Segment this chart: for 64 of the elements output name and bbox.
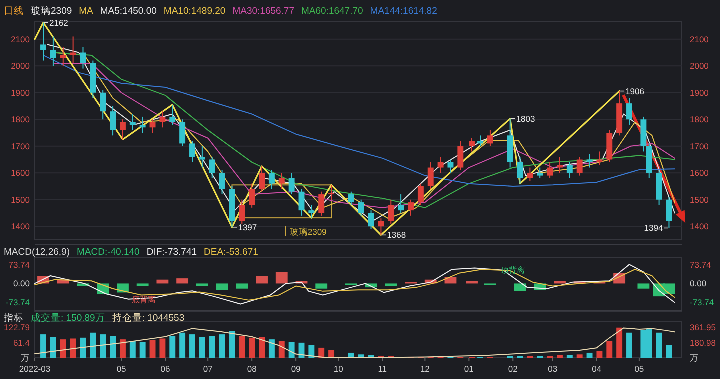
annotation: 玻璃2309: [290, 227, 328, 238]
y-tick-label: -73.74: [6, 298, 30, 308]
y-tick-label: 1800: [11, 114, 30, 125]
chart-title: MACD(12,26,9): [4, 247, 70, 258]
x-tick-label: 02: [508, 364, 518, 374]
y2-tick-label: 361.95: [690, 322, 716, 333]
x-tick-label: 05: [634, 364, 644, 374]
text: MACD:-40.140: [77, 247, 140, 258]
x-tick-label: 11: [378, 364, 388, 374]
y2-tick-label: 2100: [690, 34, 710, 44]
y2-tick-label: 1800: [690, 114, 710, 125]
text: DIF:-73.741: [146, 247, 198, 258]
x-tick-label: 06: [160, 364, 171, 374]
chart-subtitle: 玻璃2309: [31, 5, 72, 17]
y2-tick-label: 1700: [690, 141, 710, 152]
x-tick-label: 01: [464, 364, 474, 374]
y-tick-label: 1600: [11, 168, 30, 178]
y-tick-label: 1400: [11, 222, 30, 232]
y2-tick-label: 180.98: [690, 338, 716, 348]
x-tick-label: 07: [203, 364, 214, 374]
x-tick-label: 09: [291, 364, 302, 374]
y-tick-label: 2100: [11, 34, 30, 44]
y2-tick-label: 1500: [690, 194, 710, 205]
x-tick-label: 10: [334, 364, 344, 374]
text: MA60:1647.70: [302, 6, 364, 17]
legend-title: MA: [79, 6, 94, 17]
x-tick-label: 08: [247, 364, 258, 374]
y-tick-label: 73.74: [8, 260, 30, 270]
series-label: 持仓量: 1044553: [112, 312, 185, 324]
text: MA144:1614.82: [370, 6, 438, 17]
x-tick-label: 2022-03: [19, 364, 51, 374]
y2-tick-label: 1900: [690, 88, 710, 98]
y-tick-label: 万: [21, 353, 30, 363]
text: MA5:1450.00: [100, 6, 157, 17]
annotation: 1906: [626, 86, 645, 96]
annotation: 1368: [387, 230, 406, 240]
x-tick-label: 05: [116, 364, 127, 374]
x-tick-label: 04: [592, 364, 602, 374]
x-tick-label: 12: [420, 364, 430, 374]
chart-title: 日线: [4, 5, 24, 17]
y2-tick-label: 1600: [690, 168, 710, 178]
series-label: 成交量: 150.89万: [31, 312, 106, 324]
y2-tick-label: 0.00: [690, 278, 707, 289]
annotation: 1803: [516, 114, 536, 124]
y2-tick-label: 1400: [690, 222, 710, 232]
y-tick-label: 2000: [11, 61, 30, 72]
y2-tick-label: 73.74: [690, 260, 712, 270]
y2-tick-label: 2000: [690, 61, 710, 72]
text: DEA:-53.671: [204, 247, 258, 258]
y-tick-label: 0.00: [13, 278, 30, 289]
text: MA30:1656.77: [232, 6, 294, 17]
annotation: 2162: [50, 18, 69, 28]
y-tick-label: 1700: [11, 141, 30, 152]
y-tick-label: 1900: [11, 88, 30, 98]
x-tick-label: 03: [548, 364, 558, 374]
y2-tick-label: 万: [690, 353, 699, 363]
y2-tick-label: -73.74: [690, 298, 714, 308]
annotation: 1397: [238, 222, 258, 232]
annotation: 1394: [644, 223, 664, 234]
y-tick-label: 1500: [11, 194, 30, 205]
y-tick-label: 61.4: [13, 338, 30, 348]
text: MA10:1489.20: [164, 6, 226, 17]
chart-title: 指标: [3, 312, 24, 324]
y-tick-label: 122.79: [4, 322, 30, 333]
